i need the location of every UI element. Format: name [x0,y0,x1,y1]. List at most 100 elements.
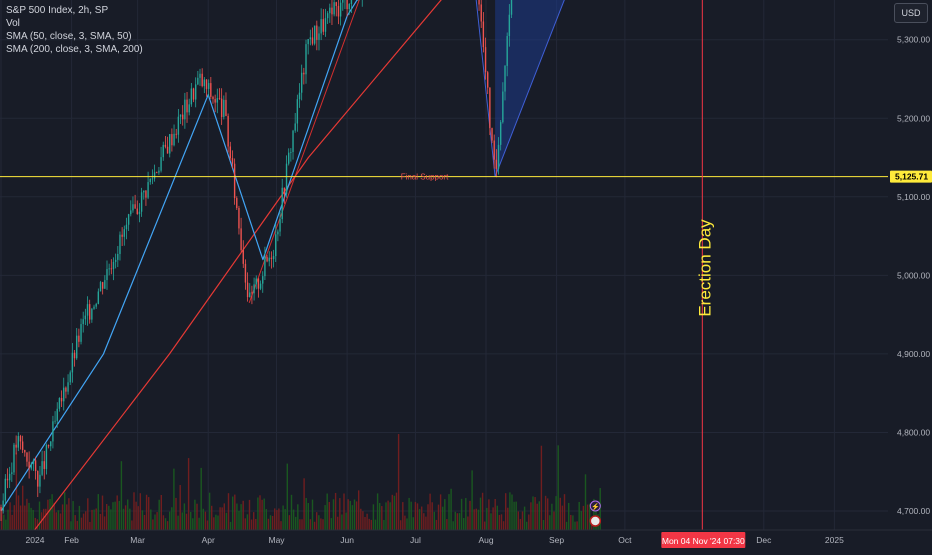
candle-body [307,39,309,45]
volume-bar [586,504,589,530]
volume-bar [318,515,320,530]
volume-bar [11,514,13,530]
legend-sma200[interactable]: SMA (200, close, 3, SMA, 200) [6,44,143,55]
volume-bar [576,521,578,530]
volume-bar [274,508,276,530]
volume-bar [544,495,547,530]
candle-body [188,104,190,113]
volume-bar [551,503,553,530]
volume-bar [133,492,135,530]
candle-body [32,460,35,464]
volume-bar [9,502,11,530]
volume-bar [284,509,286,530]
volume-bar [124,505,127,530]
legend-sma50[interactable]: SMA (50, close, 3, SMA, 50) [6,31,132,42]
chart-legend: S&P 500 Index, 2h, SP Vol SMA (50, close… [6,4,143,56]
candle-body [67,382,69,392]
volume-bar [120,461,123,530]
volume-bar [574,521,576,530]
volume-bar [526,521,528,530]
volume-bar [460,498,463,530]
candle-body [236,198,238,209]
candle-body [76,335,78,359]
candle-body [58,398,61,409]
volume-bar [433,511,435,530]
candle-body [272,256,275,259]
volume-bar [255,518,257,530]
candle-body [491,128,493,141]
volume-bar [93,509,95,530]
volume-bar [166,521,169,530]
volume-bar [32,509,34,530]
candle-body [28,461,30,469]
volume-bar [494,498,496,530]
candle-body [218,98,221,99]
candle-body [203,79,206,87]
volume-bar [431,502,433,530]
volume-bar [452,521,454,530]
candle-body [318,33,320,40]
volume-bar [547,498,549,530]
candle-body [6,478,9,481]
lightning-icon: ⚡ [591,502,600,511]
candle-body [101,282,104,289]
candle-body [296,99,299,124]
volume-bar [34,517,36,530]
volume-bar [59,513,62,530]
legend-vol[interactable]: Vol [6,18,20,29]
time-axis: 2024 Feb Mar Apr May Jun Jul Aug Sep Oct Dec 2025 Mo… [0,529,932,550]
volume-bar [3,514,5,530]
volume-bar [181,512,183,530]
candle-body [233,163,236,199]
candle-body [262,276,264,284]
time-tick-label: Feb [64,535,79,545]
candle-body [489,87,491,129]
candle-body [212,96,214,100]
volume-bar [387,500,389,530]
legend-title[interactable]: S&P 500 Index, 2h, SP [6,5,109,16]
volume-bar [36,519,39,530]
candle-body [158,170,160,173]
price-tick-label: 5,200.00 [897,113,930,123]
volume-bar [43,508,45,530]
volume-bar [55,512,57,530]
candle-body [130,210,132,215]
volume-bar [265,509,267,530]
candle-body [80,324,82,342]
volume-bar [408,497,410,530]
currency-button[interactable]: USD [894,3,928,23]
volume-bar [353,499,356,530]
time-tick-label: May [268,535,285,545]
volume-bar [91,509,93,530]
volume-bar [521,511,524,530]
volume-bar [517,511,519,530]
us-flag-icon [589,515,602,527]
volume-bar [99,513,102,530]
candle-body [97,291,100,304]
volume-bar [381,506,383,530]
candle-body [257,278,260,289]
candle-body [326,13,329,19]
price-tick-label: 4,700.00 [897,506,930,516]
volume-bar [148,497,150,530]
volume-bar [492,507,494,530]
volume-bar [444,499,446,530]
volume-bar [76,520,78,530]
volume-bar [479,497,482,530]
time-tick-label: 2025 [825,535,844,545]
volume-bar [477,509,480,530]
volume-bar [278,508,280,530]
volume-bar [391,494,393,530]
candle-body [251,292,253,294]
candle-body [112,261,115,270]
candle-body [270,257,273,259]
candle-body [11,472,13,474]
candle-body [478,0,480,5]
time-tick-label: Jul [410,535,421,545]
candle-body [298,92,301,100]
volume-bar [540,445,543,530]
volume-bar [368,518,370,530]
volume-bar [400,520,402,530]
